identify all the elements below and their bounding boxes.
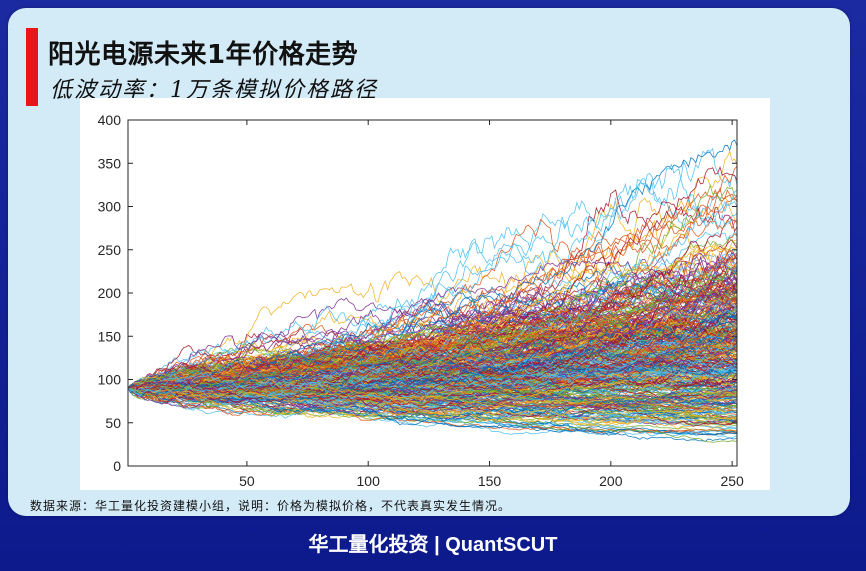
x-tick-label: 100 <box>357 473 381 489</box>
y-tick-label: 50 <box>105 415 121 431</box>
y-tick-label: 200 <box>98 285 122 301</box>
y-tick-label: 0 <box>113 458 121 474</box>
price-path-line <box>128 332 737 389</box>
x-tick-label: 200 <box>599 473 623 489</box>
price-path-line <box>128 367 737 418</box>
y-tick-label: 250 <box>98 242 122 258</box>
price-path-line <box>128 189 737 399</box>
price-path-line <box>128 387 737 417</box>
price-path-line <box>128 187 737 389</box>
price-path-line <box>128 387 737 436</box>
price-path-line <box>128 380 737 402</box>
price-path-line <box>128 332 737 395</box>
simulated-price-paths-chart: 0 50 100 150 200 250 300 350 400 50 100 150 200 250 <box>98 112 744 489</box>
price-path-line <box>128 385 737 427</box>
x-tick-label: 150 <box>478 473 502 489</box>
price-path-line <box>128 356 737 408</box>
price-path-line <box>128 276 737 390</box>
price-path-line <box>128 316 737 396</box>
price-path-line <box>128 296 737 403</box>
y-tick-label: 350 <box>98 155 122 171</box>
title-accent-bar <box>26 28 38 106</box>
price-path-line <box>128 335 737 390</box>
price-path-line <box>128 150 737 389</box>
data-source-note: 数据来源：华工量化投资建模小组，说明：价格为模拟价格，不代表真实发生情况。 <box>30 499 512 513</box>
price-path-line <box>128 387 737 418</box>
price-paths-group <box>128 139 737 443</box>
footer-brand: 华工量化投资 | QuantSCUT <box>308 534 558 556</box>
price-path-line <box>128 325 737 392</box>
y-tick-label: 300 <box>98 199 122 215</box>
price-path-line <box>128 385 737 408</box>
x-tick-label: 50 <box>239 473 255 489</box>
chart-panel: 0 50 100 150 200 250 300 350 400 50 100 150 200 250 <box>80 98 770 490</box>
price-path-line <box>128 259 737 391</box>
price-path-line <box>128 165 737 389</box>
price-path-line <box>128 269 737 390</box>
price-path-line <box>128 366 737 404</box>
y-tick-label: 150 <box>98 328 122 344</box>
price-path-line <box>128 322 737 403</box>
y-tick-label: 100 <box>98 372 122 388</box>
x-tick-label: 250 <box>720 473 744 489</box>
price-path-line <box>128 337 737 404</box>
price-path-line <box>128 341 737 394</box>
slide-title: 阳光电源未来1年价格走势 <box>48 40 359 70</box>
y-tick-label: 400 <box>98 112 122 128</box>
price-path-line <box>128 347 737 397</box>
